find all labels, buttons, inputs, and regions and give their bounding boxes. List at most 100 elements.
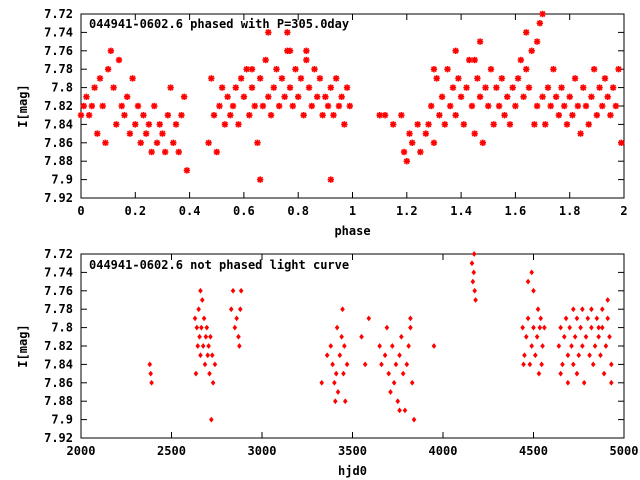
data-point	[585, 315, 591, 322]
data-point	[471, 130, 478, 137]
data-point	[588, 93, 595, 100]
data-point	[156, 121, 163, 128]
data-point	[577, 130, 584, 137]
data-point	[422, 130, 430, 137]
data-point	[198, 287, 203, 294]
panel-title: 044941-0602.6 not phased light curve	[89, 258, 349, 272]
data-point	[153, 139, 161, 146]
data-point	[118, 102, 125, 110]
data-point	[520, 93, 527, 100]
y-axis-ticks: 7.72 7.74 7.76 7.78 7.8 7.82 7.84 7.86 7.88 7.9 7.…	[44, 247, 624, 445]
data-point	[386, 370, 392, 377]
data-point	[400, 370, 406, 377]
data-point	[425, 121, 432, 128]
data-point	[599, 324, 605, 331]
data-point	[514, 75, 522, 82]
data-point	[335, 102, 343, 110]
y-tick-label: 7.74	[44, 25, 73, 39]
data-point	[542, 324, 547, 331]
data-point	[402, 407, 408, 414]
data-point	[535, 306, 541, 313]
data-point	[539, 93, 546, 100]
data-point	[452, 47, 459, 54]
data-point	[609, 379, 614, 386]
data-point	[531, 324, 536, 331]
data-point	[555, 112, 563, 119]
data-point	[563, 121, 571, 128]
x-tick-label: 0.2	[124, 204, 146, 218]
data-point	[246, 112, 253, 119]
x-tick-label: 3500	[338, 444, 367, 458]
data-point	[495, 102, 503, 110]
data-point	[408, 324, 413, 331]
x-axis-label: phase	[334, 224, 370, 238]
data-point	[589, 324, 594, 331]
data-point	[265, 29, 272, 36]
data-point	[390, 343, 395, 349]
data-point	[339, 333, 344, 340]
data-point	[589, 306, 594, 313]
data-point	[607, 333, 612, 340]
data-point	[460, 121, 468, 128]
data-point	[457, 93, 465, 100]
data-point	[540, 343, 545, 349]
data-point	[571, 361, 576, 368]
data-point	[590, 66, 598, 73]
data-point	[578, 324, 583, 331]
data-point	[110, 84, 117, 91]
data-point	[204, 324, 210, 331]
data-point	[466, 56, 473, 64]
data-point	[587, 352, 592, 359]
data-point	[327, 176, 334, 183]
data-point	[576, 352, 582, 359]
data-points	[147, 251, 614, 423]
data-point	[208, 333, 213, 340]
data-point	[237, 75, 245, 82]
data-point	[379, 361, 384, 368]
data-point	[596, 84, 603, 91]
data-point	[170, 139, 177, 146]
data-point	[212, 361, 218, 368]
data-point	[561, 333, 567, 340]
data-point	[398, 112, 405, 119]
data-point	[229, 102, 237, 110]
y-axis-ticks: 7.72 7.74 7.76 7.78 7.8 7.82 7.84 7.86 7.88 7.9 7.…	[44, 7, 624, 205]
data-point	[148, 370, 153, 377]
data-point	[531, 287, 536, 294]
data-point	[172, 121, 180, 128]
y-tick-label: 7.76	[44, 284, 73, 298]
data-point	[449, 84, 457, 91]
data-point	[210, 379, 216, 386]
data-point	[199, 324, 204, 331]
y-tick-label: 7.72	[44, 7, 73, 21]
x-tick-label: 0.8	[287, 204, 309, 218]
y-tick-label: 7.88	[44, 394, 73, 408]
data-point	[474, 75, 481, 82]
data-point	[292, 66, 299, 73]
data-point	[210, 112, 218, 119]
x-tick-label: 2	[620, 204, 627, 218]
data-point	[278, 75, 286, 82]
data-point	[362, 361, 368, 368]
y-tick-label: 7.92	[44, 191, 73, 205]
data-point	[536, 20, 544, 27]
data-point	[275, 102, 283, 110]
data-point	[596, 333, 601, 340]
x-tick-label: 5000	[610, 444, 639, 458]
data-point	[338, 93, 345, 100]
data-point	[205, 352, 211, 359]
data-point	[197, 333, 202, 340]
data-point	[140, 112, 147, 119]
data-point	[580, 84, 587, 91]
data-point	[286, 84, 294, 91]
data-point	[167, 84, 174, 91]
data-point	[327, 84, 334, 91]
data-point	[115, 56, 123, 64]
data-points	[77, 10, 625, 183]
data-point	[319, 112, 326, 119]
data-point	[542, 121, 549, 128]
data-point	[482, 84, 489, 91]
data-point	[566, 93, 573, 100]
data-point	[148, 148, 155, 156]
data-point	[224, 93, 231, 100]
